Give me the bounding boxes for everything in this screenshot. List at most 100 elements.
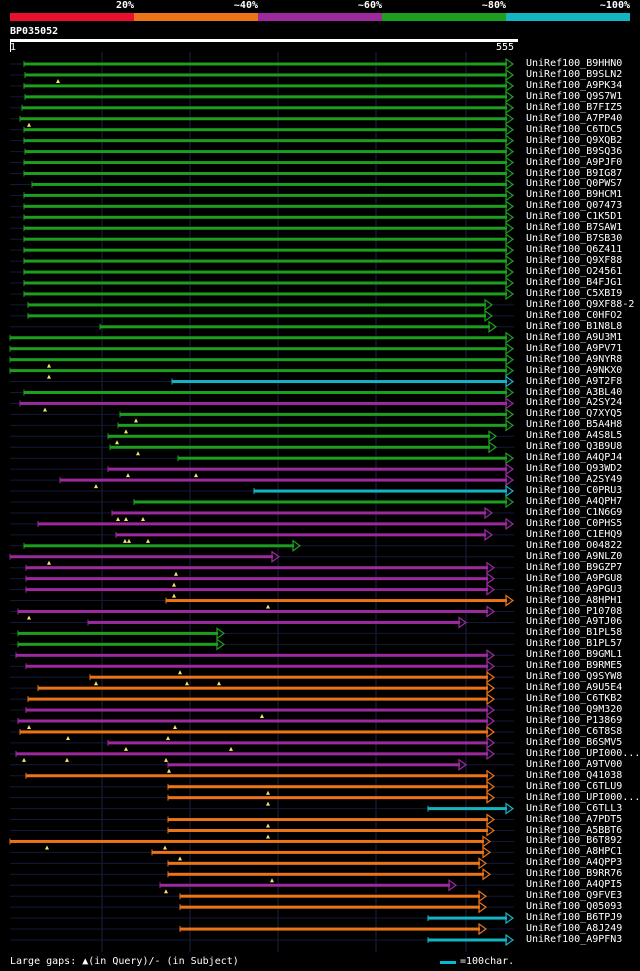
hit-label[interactable]: UniRef100_A4QPI5 bbox=[526, 879, 623, 891]
hit-label[interactable]: UniRef100_A9PFN3 bbox=[526, 934, 623, 945]
hit-label[interactable]: UniRef100_B6TPJ9 bbox=[526, 912, 623, 924]
hit-arrow bbox=[505, 211, 515, 224]
hit-label[interactable]: UniRef100_Q93WD2 bbox=[526, 463, 623, 475]
hit-label[interactable]: UniRef100_B1PL58 bbox=[526, 627, 623, 639]
hit-label[interactable]: UniRef100_B9GZP7 bbox=[526, 561, 623, 573]
hit-label[interactable]: UniRef100_O24561 bbox=[526, 266, 623, 278]
hit-label[interactable]: UniRef100_A9NYR8 bbox=[526, 353, 623, 365]
hit-label[interactable]: UniRef100_A4QPJ4 bbox=[526, 452, 623, 464]
hit-label[interactable]: UniRef100_Q41038 bbox=[526, 769, 623, 781]
hit-label[interactable]: UniRef100_C6TLL3 bbox=[526, 802, 623, 814]
hit-label[interactable]: UniRef100_Q0PWS7 bbox=[526, 178, 623, 190]
hit-label[interactable]: UniRef100_Q9SYW8 bbox=[526, 671, 623, 683]
hit-label[interactable]: UniRef100_A3BL40 bbox=[526, 386, 623, 398]
gap-marker bbox=[134, 418, 138, 423]
hit-label[interactable]: UniRef100_A9U3M1 bbox=[526, 331, 623, 343]
hit-label[interactable]: UniRef100_C6T8S8 bbox=[526, 725, 623, 737]
hit-label[interactable]: UniRef100_C1K5D1 bbox=[526, 211, 623, 223]
hit-label[interactable]: UniRef100_B9IG87 bbox=[526, 167, 623, 179]
hit-label[interactable]: UniRef100_A9NLZ0 bbox=[526, 550, 623, 562]
hit-bar bbox=[20, 730, 488, 734]
hit-label[interactable]: UniRef100_Q9M320 bbox=[526, 704, 623, 716]
hit-bar bbox=[38, 686, 488, 690]
query-ruler-bar bbox=[10, 39, 518, 42]
hit-label[interactable]: UniRef100_A9PGU3 bbox=[526, 583, 623, 595]
hit-label[interactable]: UniRef100_A4QPH7 bbox=[526, 496, 623, 507]
hit-label[interactable]: UniRef100_B6SMV5 bbox=[526, 736, 623, 748]
hit-label[interactable]: UniRef100_Q9XF88-2 bbox=[526, 298, 635, 310]
hit-bar bbox=[18, 631, 218, 635]
hit-label[interactable]: UniRef100_A9PGU8 bbox=[526, 572, 623, 584]
hit-label[interactable]: UniRef100_B6T892 bbox=[526, 835, 623, 847]
hit-label[interactable]: UniRef100_A8J249 bbox=[526, 923, 623, 935]
hit-label[interactable]: UniRef100_A9TV00 bbox=[526, 758, 623, 770]
hit-label[interactable]: UniRef100_A9TJ06 bbox=[526, 616, 623, 628]
hit-label[interactable]: UniRef100_O04822 bbox=[526, 539, 623, 551]
legend-label-1: ~40% bbox=[233, 0, 258, 11]
hit-label[interactable]: UniRef100_A5BBT6 bbox=[526, 824, 623, 836]
hit-label[interactable]: UniRef100_B9RME5 bbox=[526, 660, 623, 672]
legend-segment-1 bbox=[134, 13, 258, 21]
hit-label[interactable]: UniRef100_B9HHN0 bbox=[526, 58, 623, 69]
hit-label[interactable]: UniRef100_B9RR76 bbox=[526, 868, 623, 880]
hit-label[interactable]: UniRef100_P10708 bbox=[526, 605, 623, 617]
hit-label[interactable]: UniRef100_A7PDT5 bbox=[526, 813, 623, 825]
hit-label[interactable]: UniRef100_A8HPH1 bbox=[526, 594, 623, 606]
hit-label[interactable]: UniRef100_A7PP40 bbox=[526, 112, 623, 124]
hit-label[interactable]: UniRef100_Q9XQB2 bbox=[526, 134, 623, 146]
hit-label[interactable]: UniRef100_C0PRU3 bbox=[526, 485, 623, 497]
hit-label[interactable]: UniRef100_UPI000... bbox=[526, 747, 640, 759]
hit-label[interactable]: UniRef100_B1N8L8 bbox=[526, 320, 623, 332]
gap-marker bbox=[27, 122, 31, 127]
hit-label[interactable]: UniRef100_C0HFO2 bbox=[526, 309, 623, 321]
hit-label[interactable]: UniRef100_B7SB30 bbox=[526, 233, 623, 245]
hit-label[interactable]: UniRef100_B9HCM1 bbox=[526, 189, 623, 201]
hit-arrow bbox=[486, 747, 496, 761]
hit-label[interactable]: UniRef100_P13869 bbox=[526, 715, 623, 726]
hit-label[interactable]: UniRef100_C1N6G9 bbox=[526, 506, 623, 518]
hit-label[interactable]: UniRef100_A9NKX0 bbox=[526, 364, 623, 376]
hit-label[interactable]: UniRef100_A9PJF0 bbox=[526, 156, 623, 168]
hit-label[interactable]: UniRef100_A2SY24 bbox=[526, 397, 623, 409]
hit-label[interactable]: UniRef100_A4QPP3 bbox=[526, 857, 623, 869]
hit-bar bbox=[26, 664, 488, 668]
hit-label[interactable]: UniRef100_C6TKB2 bbox=[526, 693, 623, 705]
hit-label[interactable]: UniRef100_Q9XF88 bbox=[526, 255, 623, 267]
hit-label[interactable]: UniRef100_C1EHQ9 bbox=[526, 528, 623, 540]
hit-label[interactable]: UniRef100_C0PHS5 bbox=[526, 517, 623, 529]
hit-label[interactable]: UniRef100_B5A4H8 bbox=[526, 419, 623, 431]
legend-label-3: ~80% bbox=[481, 0, 506, 11]
hit-label[interactable]: UniRef100_B9SQ36 bbox=[526, 145, 623, 157]
hit-label[interactable]: UniRef100_A9PK34 bbox=[526, 79, 623, 91]
hit-label[interactable]: UniRef100_B4FJG1 bbox=[526, 277, 623, 288]
hit-label[interactable]: UniRef100_B1PL57 bbox=[526, 638, 623, 650]
hit-label[interactable]: UniRef100_C5XBI9 bbox=[526, 287, 623, 299]
hit-bar bbox=[428, 916, 507, 920]
hit-label[interactable]: UniRef100_Q3B9U8 bbox=[526, 441, 623, 453]
hit-label[interactable]: UniRef100_Q6Z411 bbox=[526, 244, 623, 256]
hit-label[interactable]: UniRef100_B7SAW1 bbox=[526, 222, 623, 234]
hit-label[interactable]: UniRef100_Q07473 bbox=[526, 200, 623, 212]
hit-arrow bbox=[505, 364, 515, 377]
hit-bar bbox=[25, 73, 507, 77]
hit-arrow bbox=[486, 660, 496, 673]
hit-bar bbox=[18, 642, 218, 646]
hit-label[interactable]: UniRef100_B9GML1 bbox=[526, 649, 623, 661]
hit-label[interactable]: UniRef100_Q05093 bbox=[526, 901, 623, 913]
hit-label[interactable]: UniRef100_A9U5E4 bbox=[526, 682, 623, 694]
hit-label[interactable]: UniRef100_B7FIZ5 bbox=[526, 101, 623, 113]
hit-label[interactable]: UniRef100_A9T2F8 bbox=[526, 375, 623, 387]
hit-label[interactable]: UniRef100_B9SLN2 bbox=[526, 68, 623, 80]
hit-label[interactable]: UniRef100_A2SY49 bbox=[526, 474, 623, 486]
hit-label[interactable]: UniRef100_A8HPC1 bbox=[526, 846, 623, 858]
hit-label[interactable]: UniRef100_C6TLU9 bbox=[526, 780, 623, 792]
hit-label[interactable]: UniRef100_A4S8L5 bbox=[526, 430, 623, 442]
hit-arrow bbox=[505, 134, 515, 147]
hit-label[interactable]: UniRef100_Q9S7W1 bbox=[526, 90, 623, 102]
gap-marker bbox=[124, 746, 128, 751]
hit-label[interactable]: UniRef100_Q9FVE3 bbox=[526, 890, 623, 902]
hit-label[interactable]: UniRef100_UPI000... bbox=[526, 791, 640, 803]
hit-label[interactable]: UniRef100_Q7XYQ5 bbox=[526, 408, 623, 420]
hit-label[interactable]: UniRef100_C6TDC5 bbox=[526, 123, 623, 135]
hit-label[interactable]: UniRef100_A9PV71 bbox=[526, 342, 623, 354]
